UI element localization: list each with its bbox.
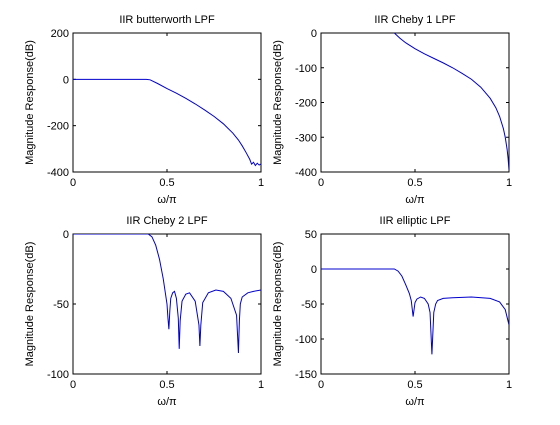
chart-title: IIR Cheby 1 LPF — [374, 14, 456, 26]
chart-title: IIR butterworth LPF — [119, 14, 215, 26]
y-axis-label: Magnitude Response(dB) — [24, 40, 36, 165]
subplot-3: 0 0.5 1 -100 -50 0 IIR Cheby 2 LPF ω/π Magnitude… — [24, 215, 264, 408]
axes-box — [320, 32, 510, 173]
series-line-1 — [73, 78, 261, 167]
y-tick-label: -100 — [295, 63, 317, 75]
chart-title: IIR Cheby 2 LPF — [126, 215, 208, 227]
x-tick-label: 1 — [258, 379, 264, 391]
series-line-1 — [393, 33, 509, 171]
y-tick-label: 0 — [63, 74, 69, 86]
x-tick-label: 1 — [506, 379, 512, 391]
subplot-4: 0 0.5 1 -150 -100 -50 0 50 IIR elliptic LPF ω/π Ma… — [272, 215, 512, 408]
y-tick-label: 0 — [311, 264, 317, 276]
x-tick-label: 1 — [258, 177, 264, 189]
chart-title: IIR elliptic LPF — [380, 215, 451, 227]
x-tick-label: 1 — [506, 177, 512, 189]
y-tick-label: -300 — [295, 132, 317, 144]
x-axis-label: ω/π — [405, 194, 425, 206]
y-tick-label: -400 — [295, 167, 317, 179]
y-axis-label: Magnitude Response(dB) — [272, 40, 284, 165]
y-tick-label: 200 — [51, 28, 69, 40]
axes-box — [72, 32, 262, 173]
x-axis-label: ω/π — [405, 396, 425, 408]
y-tick-label: -100 — [295, 334, 317, 346]
y-tick-label: 50 — [305, 229, 317, 241]
x-tick-label: 0.5 — [407, 177, 422, 189]
y-tick-label: 0 — [63, 229, 69, 241]
y-tick-label: -200 — [295, 98, 317, 110]
x-tick-label: 0 — [70, 177, 76, 189]
x-axis-label: ω/π — [157, 396, 177, 408]
y-axis-label: Magnitude Response(dB) — [24, 242, 36, 367]
series-line-1 — [321, 268, 509, 355]
subplot-1: 0 0.5 1 -400 -200 0 200 IIR butterworth LPF ω/π M… — [24, 14, 264, 206]
x-axis-label: ω/π — [157, 194, 177, 206]
y-tick-label: -200 — [47, 121, 69, 133]
x-tick-label: 0.5 — [159, 177, 174, 189]
y-tick-label: -400 — [47, 167, 69, 179]
y-tick-label: -50 — [301, 299, 317, 311]
y-tick-label: -50 — [53, 299, 69, 311]
x-tick-label: 0.5 — [407, 379, 422, 391]
y-tick-label: -100 — [47, 369, 69, 381]
x-tick-label: 0 — [318, 379, 324, 391]
series-line-1 — [73, 234, 261, 354]
subplot-2: 0 0.5 1 -400 -300 -200 -100 0 IIR Cheby 1 LPF ω/π… — [272, 14, 512, 206]
x-tick-label: 0 — [318, 177, 324, 189]
y-axis-label: Magnitude Response(dB) — [272, 242, 284, 367]
y-tick-label: -150 — [295, 369, 317, 381]
x-tick-label: 0.5 — [159, 379, 174, 391]
x-tick-label: 0 — [70, 379, 76, 391]
y-tick-label: 0 — [311, 28, 317, 40]
